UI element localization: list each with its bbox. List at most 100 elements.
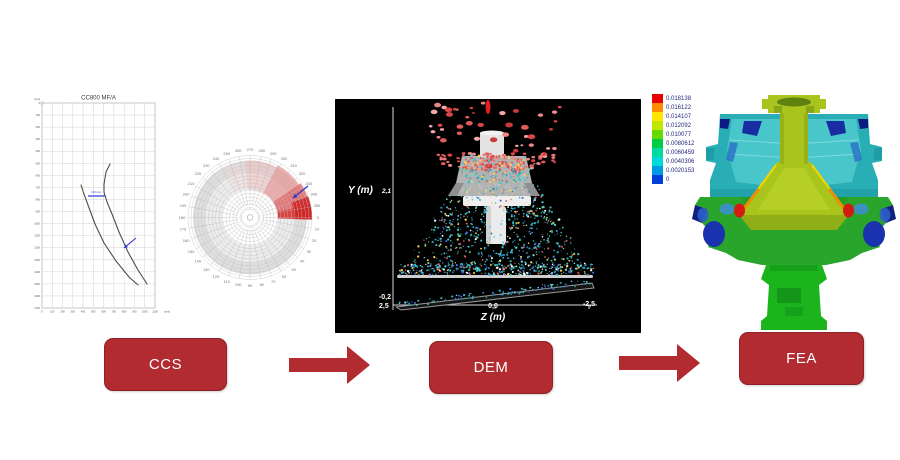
svg-text:CC800 MF/A: CC800 MF/A [81,96,116,102]
feed-stream-marker [485,100,491,114]
svg-text:210: 210 [188,181,195,186]
svg-text:900: 900 [132,310,137,314]
svg-text:130: 130 [203,267,210,272]
svg-text:700: 700 [112,310,117,314]
svg-text:140: 140 [195,259,202,264]
discharge-wedge [394,282,595,311]
svg-text:600: 600 [101,310,106,314]
svg-text:1000: 1000 [142,310,148,314]
svg-text:110: 110 [224,279,231,284]
svg-text:280: 280 [258,148,265,153]
svg-text:100: 100 [235,282,242,287]
legend-row: 0.0040306 [652,157,694,166]
legend-row: 0.010077 [652,130,694,139]
legend-value: 0.0060459 [666,149,695,156]
svg-text:800: 800 [36,197,41,201]
svg-text:50: 50 [291,267,296,272]
svg-text:[mm]: [mm] [34,97,40,101]
svg-text:100: 100 [36,113,41,117]
legend-row: 0 [652,175,694,184]
svg-text:200: 200 [36,125,41,129]
dem-particles-front [398,101,595,306]
legend-value: 0 [666,176,670,183]
svg-text:1200: 1200 [34,246,40,250]
flow-arrow-ccs-to-dem [289,346,370,384]
svg-text:30: 30 [307,249,312,254]
legend-value: 0.018138 [666,95,692,102]
svg-text:70: 70 [271,279,276,284]
legend-value: 0.012092 [666,122,692,129]
svg-text:340: 340 [311,192,318,197]
fea-stage-label: FEA [786,350,817,367]
legend-row: 0.0060459 [652,148,694,157]
dem-simulation-svg [392,100,597,311]
svg-text:230: 230 [203,163,210,168]
ccs-chamber-chart-svg: 0 100 200 300 400 500 600 700 800 900 1000 1100 0 100… [34,96,170,314]
fea-mantle-and-frame [734,95,854,330]
svg-text:500: 500 [91,310,96,314]
svg-text:310: 310 [290,163,297,168]
svg-text:350: 350 [314,203,321,208]
svg-text:900: 900 [36,210,41,214]
fea-stage-button[interactable]: FEA [739,332,864,385]
flow-arrow-dem-to-fea [619,344,700,382]
legend-swatch [652,130,663,139]
svg-text:180: 180 [179,215,186,220]
svg-text:120: 120 [213,274,220,279]
svg-text:300: 300 [36,137,41,141]
svg-text:240: 240 [213,156,220,161]
svg-text:100: 100 [50,310,55,314]
svg-text:130 mm: 130 mm [91,190,101,194]
dem-x-tick-center: 0,0 [488,303,498,310]
svg-text:0: 0 [41,310,43,314]
conveyor-edge [397,275,593,278]
svg-text:90: 90 [248,283,253,288]
svg-text:300: 300 [281,156,288,161]
legend-row: 0.014107 [652,112,694,121]
legend-row: 0.018138 [652,94,694,103]
svg-text:220: 220 [195,171,202,176]
svg-text:330: 330 [306,181,313,186]
ccs-stage-button[interactable]: CCS [104,338,227,391]
svg-text:500: 500 [36,161,41,165]
dem-x-tick-left: 2,5 [379,303,389,310]
svg-text:0: 0 [317,215,320,220]
svg-text:1100: 1100 [152,310,158,314]
dem-y-top-tick: 2,1 [382,188,392,195]
legend-value: 0.0040306 [666,158,695,165]
dem-stage-label: DEM [473,359,509,376]
dem-y-bottom-tick: -0,2 [378,294,391,301]
svg-text:1700: 1700 [34,306,40,310]
legend-swatch [652,94,663,103]
svg-text:800: 800 [122,310,127,314]
svg-text:150: 150 [188,249,195,254]
svg-text:1400: 1400 [34,270,40,274]
svg-text:600: 600 [36,173,41,177]
svg-text:700: 700 [36,185,41,189]
legend-row: 0.0080612 [652,139,694,148]
svg-text:10: 10 [315,227,320,232]
svg-text:80: 80 [260,282,265,287]
dem-stage-button[interactable]: DEM [429,341,553,394]
legend-swatch [652,175,663,184]
svg-text:1000: 1000 [34,222,40,226]
legend-swatch [652,139,663,148]
dem-simulation-panel: Y (m) 2,1 -0,2 2,5 0,0 -2,5 Z (m) [335,99,641,333]
fea-result-graphic [692,95,897,330]
svg-text:1300: 1300 [34,258,40,262]
svg-text:40: 40 [300,259,305,264]
svg-text:300: 300 [71,310,76,314]
svg-text:1500: 1500 [34,282,40,286]
legend-swatch [652,166,663,175]
svg-text:260: 260 [235,148,242,153]
svg-text:160: 160 [183,238,190,243]
crusher-geometry [394,100,595,311]
svg-text:400: 400 [36,149,41,153]
dem-x-axis-title: Z (m) [480,312,506,323]
svg-text:400: 400 [81,310,86,314]
ccs-stage-label: CCS [148,356,183,373]
liner-wear-polar-chart: 0 10 20 30 40 50 60 70 80 90 100 110 120 130 140 150 160… [172,138,329,296]
legend-value: 0.014107 [666,113,692,120]
